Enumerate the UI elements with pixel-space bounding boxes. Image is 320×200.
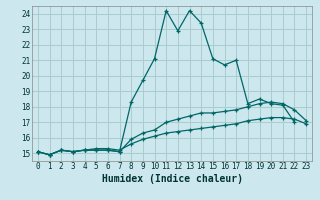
X-axis label: Humidex (Indice chaleur): Humidex (Indice chaleur) — [101, 174, 243, 184]
